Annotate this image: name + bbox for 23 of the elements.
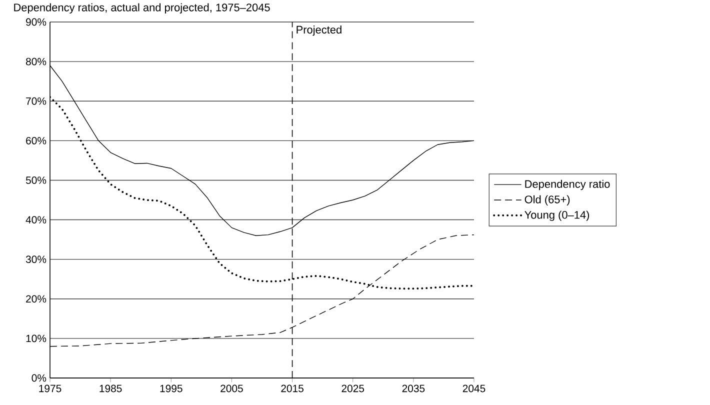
x-tick-label: 2045 [462, 384, 486, 392]
x-tick-label: 2035 [402, 384, 425, 392]
y-tick-label: 80% [26, 58, 46, 66]
chart-title: Dependency ratios, actual and projected, 1975–2045 [14, 3, 270, 14]
x-tick-label: 2005 [220, 384, 243, 392]
y-tick-label: 0% [32, 374, 46, 382]
x-tick-label: 2025 [342, 384, 364, 392]
y-tick-label: 90% [26, 18, 46, 26]
legend-label: Old (65+) [524, 195, 570, 206]
y-tick-label: 30% [26, 256, 46, 264]
x-tick-label: 1995 [160, 384, 182, 392]
x-tick-label: 1985 [100, 384, 122, 392]
legend-label: Young (0–14) [524, 210, 590, 221]
y-tick-label: 40% [26, 216, 46, 224]
y-tick-label: 50% [26, 176, 46, 184]
y-tick-label: 10% [26, 334, 46, 342]
y-tick-label: 20% [26, 295, 46, 303]
x-tick-label: 1975 [39, 384, 62, 392]
y-tick-label: 70% [26, 97, 46, 105]
x-tick-label: 2015 [281, 384, 304, 392]
y-tick-label: 60% [26, 136, 46, 144]
legend-label: Dependency ratio [525, 180, 610, 190]
ref-line-label: Projected [296, 26, 342, 36]
